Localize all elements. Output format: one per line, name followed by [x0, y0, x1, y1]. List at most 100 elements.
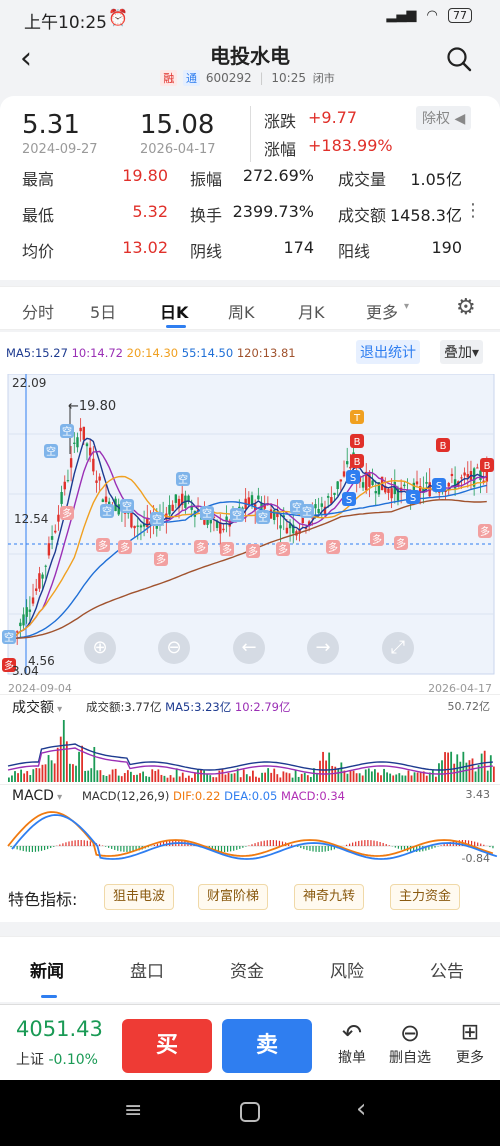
wifi-icon: ◠ — [426, 8, 438, 23]
buy-button[interactable]: 买 — [122, 1019, 212, 1073]
volume-label[interactable]: 成交额 ▾ — [12, 700, 63, 716]
stat-label: 阳线 — [338, 242, 371, 261]
feature-chip[interactable]: 神奇九转 — [294, 884, 365, 910]
volume-bar — [38, 768, 41, 782]
adjust-button[interactable]: 除权 ◀ — [416, 106, 472, 130]
candle-body — [263, 503, 266, 509]
feature-chip[interactable]: 财富阶梯 — [198, 884, 269, 910]
signal-s-bg — [432, 478, 446, 492]
info-tab-3[interactable]: 风险 — [330, 962, 364, 982]
signal-kong-bg — [176, 472, 190, 486]
pan-left-button[interactable]: ← — [233, 632, 265, 664]
volume-bar — [386, 772, 388, 782]
volume-bar — [245, 774, 248, 782]
volume-bar — [407, 770, 410, 782]
home-icon[interactable] — [240, 1102, 260, 1122]
volume-bar — [108, 774, 111, 782]
signal-duo-bg — [478, 524, 492, 538]
more-button[interactable]: ⊞ 更多 — [442, 1019, 498, 1067]
macd-value: MACD:0.34 — [281, 789, 345, 803]
feature-chip[interactable]: 主力资金 — [390, 884, 461, 910]
index-value[interactable]: 4051.43 — [16, 1017, 103, 1041]
date-end-label: 2026-04-17 — [428, 682, 492, 695]
bottom-bar: 4051.43 上证 -0.10% 买 卖 ↶ 撤单 ⊖ 删自选 ⊞ 更多 — [0, 1004, 500, 1080]
volume-bar — [96, 770, 99, 782]
info-tab-1[interactable]: 盘口 — [130, 962, 164, 982]
volume-bar — [282, 771, 285, 782]
candle-body — [168, 504, 171, 515]
signal-duo-bg — [220, 542, 234, 556]
pan-right-button[interactable]: → — [307, 632, 339, 664]
feature-chip[interactable]: 狙击电波 — [104, 884, 175, 910]
menu-icon[interactable]: ≡ — [124, 1098, 143, 1123]
volume-bar — [389, 773, 392, 782]
tab-3[interactable]: 周K — [228, 303, 255, 322]
info-tab-4[interactable]: 公告 — [430, 962, 464, 982]
tab-0[interactable]: 分时 — [22, 303, 55, 322]
candle-body — [250, 495, 254, 506]
candle-body — [390, 488, 393, 499]
adjust-label: 除权 — [422, 111, 450, 127]
volume-bar — [53, 763, 56, 782]
chart-area: MA5:15.27 10:14.72 20:14.30 55:14.50 120… — [0, 332, 500, 876]
sell-button[interactable]: 卖 — [222, 1019, 312, 1073]
signal-kong-bg — [300, 504, 314, 518]
candle-body — [142, 523, 146, 527]
fullscreen-button[interactable]: ⤢ — [382, 632, 414, 664]
candle-body — [101, 499, 105, 502]
macd-dif: DIF:0.22 — [173, 789, 221, 803]
candle-body — [377, 482, 381, 495]
remove-watchlist-button[interactable]: ⊖ 删自选 — [382, 1019, 438, 1067]
macd-chart[interactable] — [0, 806, 500, 872]
volume-bar — [32, 769, 35, 782]
overlay-button[interactable]: 叠加▾ — [440, 340, 484, 364]
tab-5[interactable]: 更多 — [366, 303, 399, 322]
volume-bar — [316, 772, 318, 782]
tab-1[interactable]: 5日 — [90, 303, 117, 322]
quote-card: 5.31 2024-09-27 15.08 2026-04-17 涨跌 +9.7… — [0, 96, 500, 280]
candle-body — [269, 509, 273, 519]
volume-bar — [465, 762, 468, 782]
candle-body — [79, 427, 82, 432]
start-date: 2024-09-27 — [22, 142, 98, 157]
zoom-in-button[interactable]: ⊕ — [84, 632, 116, 664]
tab-2[interactable]: 日K — [160, 303, 189, 322]
volume-bar — [468, 760, 471, 782]
back-button[interactable]: ‹ — [20, 41, 32, 76]
zoom-out-button[interactable]: ⊖ — [158, 632, 190, 664]
cancel-order-button[interactable]: ↶ 撤单 — [324, 1019, 380, 1067]
volume-bar — [392, 775, 395, 782]
volume-bar — [175, 768, 178, 782]
volume-bar — [11, 775, 13, 782]
index-info[interactable]: 上证 -0.10% — [16, 1049, 98, 1069]
battery-icon: 77 — [448, 8, 472, 23]
back-nav-icon[interactable]: ‹ — [356, 1094, 367, 1124]
candle-body — [19, 622, 22, 627]
gear-icon[interactable]: ⚙ — [456, 295, 476, 320]
volume-bar — [328, 752, 331, 782]
candle-body — [374, 491, 377, 494]
exit-stats-button[interactable]: 退出统计 — [356, 340, 420, 364]
candle-body — [288, 523, 292, 529]
info-tab-2[interactable]: 资金 — [230, 962, 264, 982]
volume-chart[interactable] — [0, 716, 500, 782]
volume-bar — [358, 773, 361, 782]
volume-bar — [425, 775, 428, 782]
volume-bar — [126, 770, 129, 782]
status-time: 上午10:25 — [24, 13, 107, 33]
volume-bar — [261, 772, 263, 782]
signal-duo: 多 — [248, 545, 258, 558]
tab-active-indicator — [166, 325, 186, 328]
tab-4[interactable]: 月K — [298, 303, 325, 322]
more-caret-icon: ▾ — [404, 301, 410, 312]
stat-value: 2399.73% — [232, 202, 314, 221]
kline-chart[interactable]: 空空空空空空空空空空 空多多 多多多多多多多多 多多BBBBSSSST空多 — [0, 374, 500, 686]
candle-body — [476, 467, 479, 469]
more-stats-icon[interactable]: ⋮ — [464, 200, 482, 221]
candle-body — [136, 525, 139, 527]
macd-selector[interactable]: MACD ▾ — [12, 788, 63, 804]
search-icon[interactable] — [446, 46, 472, 72]
candle-body — [28, 609, 32, 612]
volume-bar — [117, 775, 120, 782]
info-tab-0[interactable]: 新闻 — [30, 962, 64, 982]
